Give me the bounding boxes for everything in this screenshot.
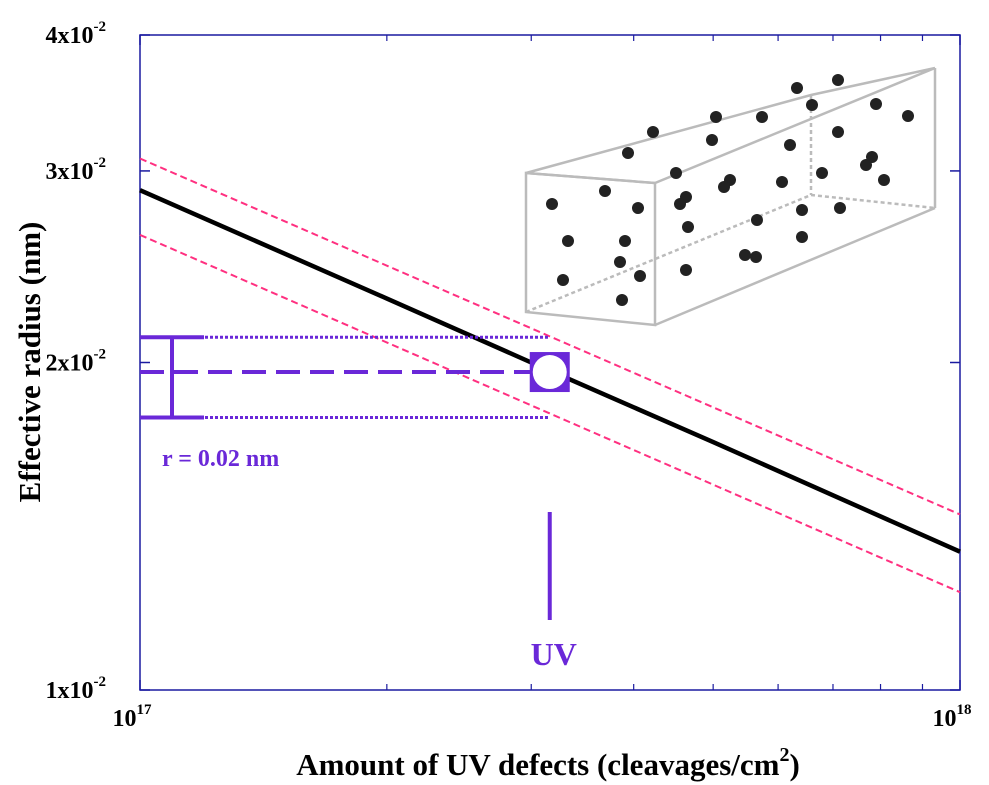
annotation-marker: [532, 355, 567, 390]
x-tick-base: 10: [113, 706, 137, 732]
annotation-text: r = 0.02 nm: [162, 446, 279, 472]
x-tick-label: 1018: [933, 702, 972, 732]
y-tick-base: 3x10: [46, 159, 94, 185]
series-line: [139, 234, 961, 594]
y-tick-base: 1x10: [46, 678, 94, 704]
y-tick-label: 2x10-2: [46, 347, 107, 377]
series-line: [139, 157, 961, 516]
y-tick-exp: -2: [94, 19, 107, 35]
y-tick-exp: -2: [94, 155, 107, 171]
x-tick-base: 10: [933, 706, 957, 732]
x-axis-title-sup: 2: [779, 744, 789, 766]
y-axis-title: Effective radius (nm): [12, 222, 47, 503]
x-tick-label: 1017: [113, 702, 153, 732]
x-axis-title-text: Amount of UV defects (cleavages/cm: [296, 747, 779, 782]
inset-spheres: [546, 74, 914, 306]
uv-label: UV: [531, 636, 577, 672]
y-tick-label: 3x10-2: [46, 155, 107, 185]
x-tick-exp: 17: [137, 702, 153, 718]
series-line: [139, 188, 961, 554]
x-axis-title-end: ): [789, 747, 799, 782]
y-tick-label: 1x10-2: [46, 674, 107, 704]
x-tick-exp: 18: [957, 702, 972, 718]
y-tick-exp: -2: [94, 674, 107, 690]
x-axis-title: Amount of UV defects (cleavages/cm2): [296, 744, 800, 782]
y-tick-base: 2x10: [46, 351, 94, 377]
y-tick-exp: -2: [94, 347, 107, 363]
y-tick-label: 4x10-2: [46, 19, 107, 49]
y-tick-base: 4x10: [46, 23, 94, 49]
